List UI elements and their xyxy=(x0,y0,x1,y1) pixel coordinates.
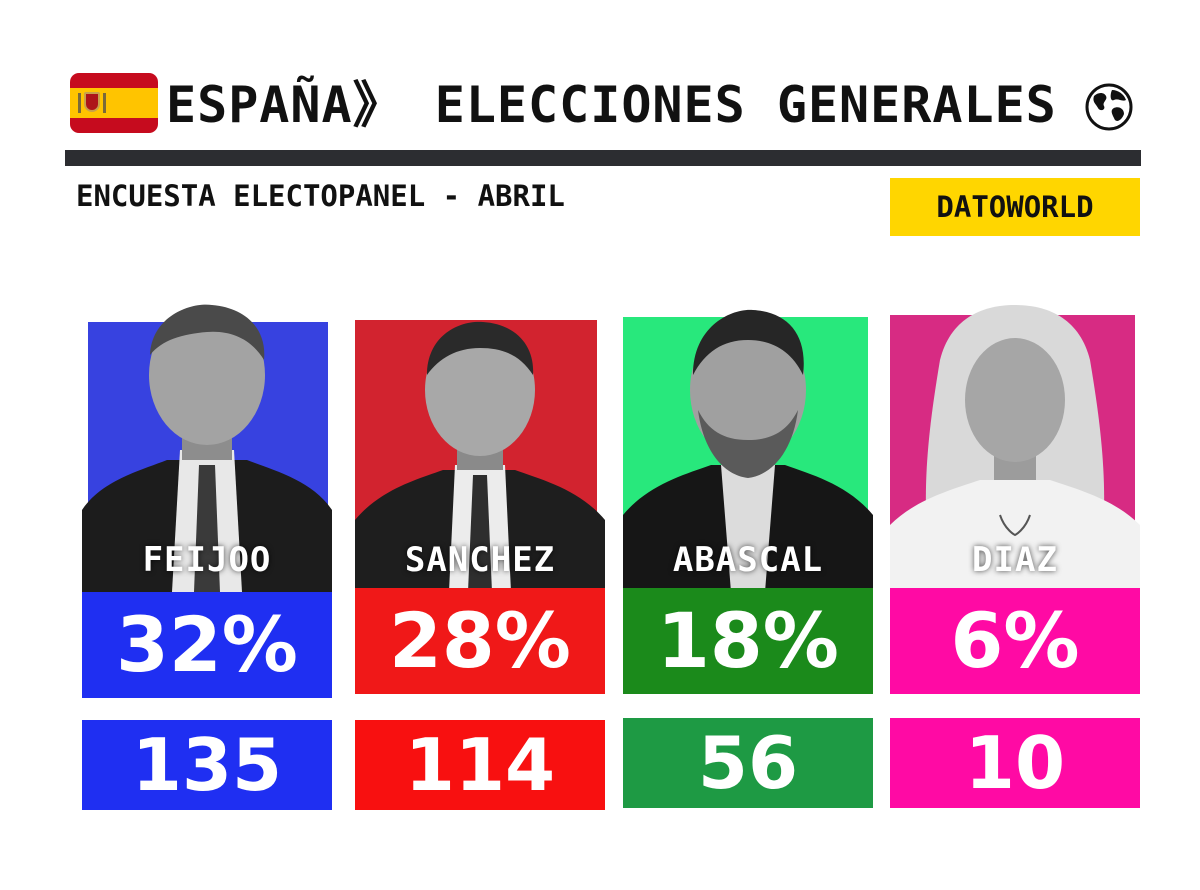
candidate-card-feijoo: FEIJOO 32% 135 xyxy=(82,300,332,810)
candidate-card-abascal: ABASCAL 18% 56 xyxy=(623,300,873,810)
candidate-percent: 32% xyxy=(82,592,332,698)
candidate-seats: 114 xyxy=(355,720,605,810)
page-title: ESPAÑA》 ELECCIONES GENERALES xyxy=(166,76,1057,134)
candidate-portrait xyxy=(890,305,1140,592)
candidate-percent: 6% xyxy=(890,588,1140,694)
candidate-seats: 56 xyxy=(623,718,873,808)
candidate-seats: 135 xyxy=(82,720,332,810)
candidate-seats: 10 xyxy=(890,718,1140,808)
candidate-percent: 28% xyxy=(355,588,605,694)
candidate-name: SANCHEZ xyxy=(404,540,556,580)
brand-badge: DATOWORLD xyxy=(890,178,1140,236)
globe-icon xyxy=(1085,83,1133,131)
title-row: ESPAÑA》 ELECCIONES GENERALES xyxy=(70,70,1150,140)
header-divider xyxy=(65,150,1141,166)
candidate-name: FEIJOO xyxy=(142,540,272,580)
candidate-card-diaz: DIAZ 6% 10 xyxy=(890,300,1140,810)
candidate-portrait xyxy=(82,304,332,592)
candidate-percent: 18% xyxy=(623,588,873,694)
candidate-portrait xyxy=(623,309,873,592)
candidate-card-sanchez: SANCHEZ 28% 114 xyxy=(355,300,605,810)
candidate-name: DIAZ xyxy=(972,540,1058,580)
subtitle: ENCUESTA ELECTOPANEL - ABRIL xyxy=(76,179,565,213)
spain-flag-icon xyxy=(70,73,158,133)
candidate-portrait xyxy=(355,321,605,592)
candidate-name: ABASCAL xyxy=(672,540,824,580)
